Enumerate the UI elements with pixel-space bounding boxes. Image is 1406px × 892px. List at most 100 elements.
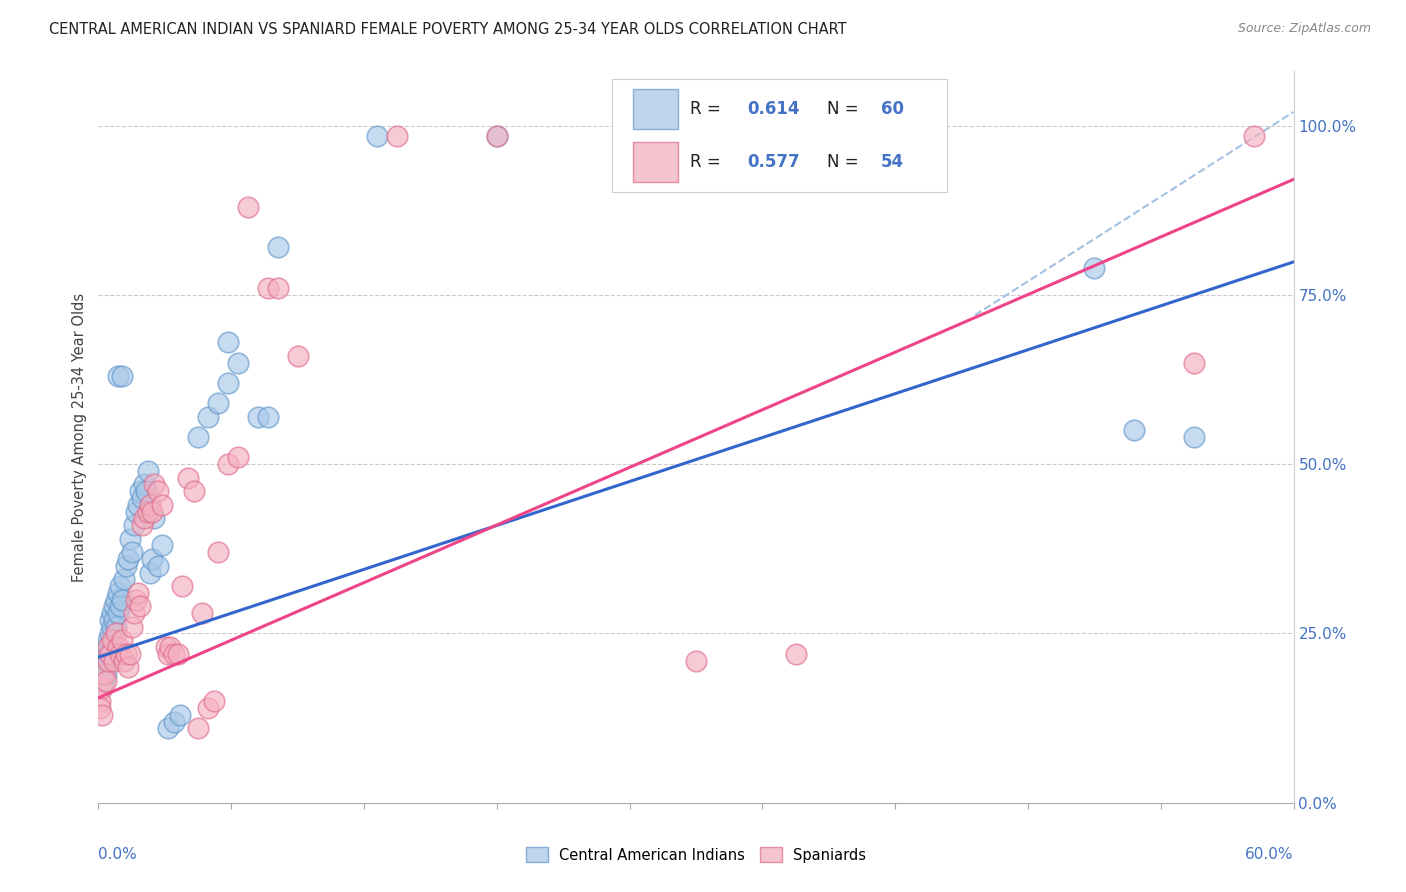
Point [157,721,180,735]
Point [169,707,191,722]
Point [115,558,138,573]
Point [136,464,159,478]
Point [267,281,290,295]
Point [89,647,111,661]
Point [226,355,249,369]
Point [121,620,143,634]
Point [177,471,200,485]
Text: N =: N = [827,153,865,171]
Y-axis label: Female Poverty Among 25-34 Year Olds: Female Poverty Among 25-34 Year Olds [72,293,87,582]
Point [139,498,162,512]
Point [98,647,122,661]
Point [105,592,128,607]
Point [256,409,278,424]
Point [187,430,209,444]
Point [91,667,114,681]
Point [110,599,132,614]
Point [96,673,118,688]
Point [148,558,170,573]
Point [105,626,128,640]
Point [256,281,278,295]
Point [172,579,194,593]
Text: R =: R = [690,153,725,171]
Point [96,640,118,654]
Point [98,626,122,640]
Point [103,599,125,614]
Point [136,505,159,519]
Point [117,552,139,566]
Point [785,647,807,661]
Point [197,409,219,424]
Text: 60.0%: 60.0% [1246,847,1294,862]
Text: CENTRAL AMERICAN INDIAN VS SPANIARD FEMALE POVERTY AMONG 25-34 YEAR OLDS CORRELA: CENTRAL AMERICAN INDIAN VS SPANIARD FEMA… [49,22,846,37]
Point [217,376,239,390]
Point [226,450,249,465]
Point [155,640,177,654]
Point [366,128,388,143]
Point [111,633,134,648]
Point [143,511,166,525]
Point [129,484,152,499]
Point [125,505,148,519]
Point [120,647,142,661]
Point [107,640,129,654]
Point [101,633,124,648]
Point [1182,355,1205,369]
Point [111,369,134,384]
Point [129,599,152,614]
Point [127,586,149,600]
Text: Source: ZipAtlas.com: Source: ZipAtlas.com [1237,22,1371,36]
Legend: Central American Indians, Spaniards: Central American Indians, Spaniards [520,841,872,869]
Text: 60: 60 [882,100,904,118]
Point [217,457,239,471]
Point [159,640,181,654]
Point [107,586,129,600]
Point [98,613,122,627]
Point [112,654,135,668]
Point [150,498,173,512]
Point [1182,430,1205,444]
Text: 0.614: 0.614 [748,100,800,118]
Point [89,701,111,715]
Point [187,721,209,735]
Point [485,128,508,143]
Point [267,240,290,254]
Point [134,477,156,491]
Point [103,613,125,627]
Point [139,566,162,580]
Point [1123,423,1146,437]
Point [97,654,120,668]
Point [107,369,129,384]
Point [124,518,146,533]
Point [125,592,148,607]
Point [127,498,149,512]
Point [97,633,120,648]
Point [207,545,229,559]
Text: 0.0%: 0.0% [98,847,138,862]
Point [246,409,269,424]
Point [134,511,156,525]
Point [93,654,115,668]
Point [91,681,114,695]
Point [89,694,111,708]
Point [143,477,166,491]
Point [121,545,143,559]
Point [217,335,239,350]
Point [202,694,225,708]
Point [112,572,135,586]
Point [110,579,132,593]
Point [197,701,219,715]
Point [191,606,214,620]
Point [97,640,120,654]
Point [111,592,134,607]
Point [91,660,114,674]
Text: 54: 54 [882,153,904,171]
Point [105,620,128,634]
Point [236,200,259,214]
Point [103,654,125,668]
Point [97,647,120,661]
Point [131,518,153,533]
Point [1243,128,1265,143]
Text: R =: R = [690,100,725,118]
Point [1083,260,1105,275]
